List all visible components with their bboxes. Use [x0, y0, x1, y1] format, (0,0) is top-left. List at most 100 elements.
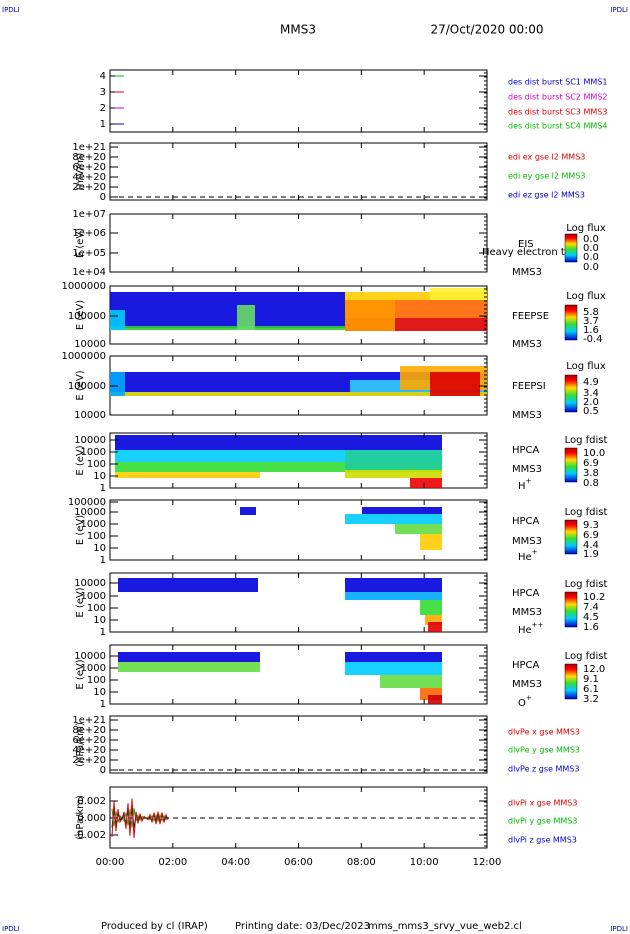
spectrogram [240, 507, 256, 515]
spectrogram [430, 288, 487, 300]
colorbar-title: Log fdist [565, 651, 608, 662]
spectrogram [118, 578, 258, 592]
y-tick-label: 2e+20 [72, 755, 106, 766]
y-tick-label: 1000 [81, 519, 106, 530]
spectrogram [237, 305, 255, 330]
colorbar [564, 663, 578, 700]
instrument-label: FEEPSE [512, 311, 549, 322]
species-label: H+ [518, 477, 532, 492]
spectrogram [118, 662, 260, 672]
instrument-label: FEEPSI [512, 381, 546, 392]
y-tick-label: 1e+06 [72, 228, 106, 239]
y-tick-label: 1000 [81, 591, 106, 602]
colorbar-label: 0.0 [583, 243, 599, 254]
y-tick-label: 10000 [74, 578, 106, 589]
colorbar-label: 0.0 [583, 262, 599, 273]
y-tick-label: 0 [100, 192, 106, 203]
colorbar-label: 6.9 [583, 530, 599, 541]
y-tick-label: 4e+20 [72, 745, 106, 756]
y-tick-label: 6e+20 [72, 735, 106, 746]
x-tick-label: 12:00 [473, 857, 502, 868]
y-tick-label: 1e+21 [72, 142, 106, 153]
legend-entry: des dist burst SC2 MMS2 [508, 93, 607, 102]
y-axis-label: (nPa/km) [75, 795, 86, 840]
colorbar-label: 3.2 [583, 694, 599, 705]
spectrogram [115, 472, 260, 478]
panel-frame [109, 715, 488, 774]
species-label: He+ [518, 548, 538, 563]
y-tick-label: 8e+20 [72, 152, 106, 163]
instrument-label: Heavy electron to [482, 247, 571, 258]
legend-entry: edi ey gse l2 MMS3 [508, 172, 586, 181]
instrument-label: HPCA [512, 445, 540, 456]
credit: Produced by cl (IRAP) [101, 921, 208, 932]
y-axis-label: (nPa/km) [75, 722, 86, 767]
colorbar-label: 3.8 [583, 468, 599, 479]
spectrogram [345, 470, 442, 478]
legend-entry: dlvPe x gse MMS3 [508, 728, 580, 737]
y-tick-label: 10000 [74, 507, 106, 518]
colorbar-label: 4.5 [583, 612, 599, 623]
corner-label: IPDLI [610, 925, 628, 933]
colorbar-label: 7.4 [583, 602, 599, 613]
y-tick-label: 3 [100, 87, 106, 98]
corner-label: IPDLI [2, 925, 20, 933]
colorbar-label: 1.6 [583, 325, 599, 336]
spectrogram [345, 592, 442, 600]
species-charge: + [526, 694, 532, 702]
spectrogram [345, 300, 395, 331]
colorbar [564, 447, 578, 483]
colorbar-label: 4.4 [583, 540, 599, 551]
colorbar-label: 0.5 [583, 406, 599, 417]
y-tick-label: 1e+05 [72, 248, 106, 259]
instrument-label: MMS3 [512, 464, 542, 475]
instrument-label: MMS3 [512, 536, 542, 547]
y-axis-label: E (eV) [75, 445, 86, 475]
legend-entry: dlvPi z gse MMS3 [508, 836, 577, 845]
colorbar [564, 591, 578, 628]
y-tick-label: 6e+20 [72, 162, 106, 173]
colorbar-label: 1.6 [583, 622, 599, 633]
instrument-label: EIS [518, 239, 534, 250]
species-base: O [518, 698, 526, 709]
y-axis-label: E (eV) [75, 659, 86, 689]
trace [111, 807, 169, 828]
colorbar-label: 6.9 [583, 458, 599, 469]
y-tick-label: 100 [87, 675, 106, 686]
x-tick-label: 02:00 [158, 857, 187, 868]
species-label: O+ [518, 694, 532, 709]
legend-entry: dlvPi x gse MMS3 [508, 799, 577, 808]
y-tick-label: 10000 [74, 435, 106, 446]
y-axis-label: (mV/m) [75, 153, 86, 191]
legend-entry: edi ex gse l2 MMS3 [508, 153, 585, 162]
colorbar-label: 0.0 [583, 252, 599, 263]
corner-label: IPDLI [610, 6, 628, 14]
colorbar-label: 10.2 [583, 592, 605, 603]
instrument-label: MMS3 [512, 267, 542, 278]
species-base: He [518, 625, 532, 636]
y-tick-label: 100 [87, 459, 106, 470]
y-tick-label: 100 [87, 531, 106, 542]
y-tick-label: 0.000 [77, 813, 106, 824]
colorbar [564, 304, 578, 341]
x-tick-label: 04:00 [221, 857, 250, 868]
spectrogram [395, 524, 442, 534]
y-tick-label: 1e+21 [72, 715, 106, 726]
spectrogram [118, 652, 260, 662]
y-tick-label: 2e+20 [72, 182, 106, 193]
instrument-label: HPCA [512, 588, 540, 599]
colorbar-label: 9.3 [583, 520, 599, 531]
x-tick-label: 06:00 [284, 857, 313, 868]
colorbar-label: 3.7 [583, 316, 599, 327]
corner-label: IPDLI [2, 6, 20, 14]
y-tick-label: 1 [100, 555, 106, 566]
y-tick-label: 1e+07 [72, 209, 106, 220]
spectrogram [115, 462, 442, 472]
y-tick-label: 2 [100, 103, 106, 114]
spectrogram [425, 615, 442, 625]
spectrogram [362, 507, 442, 514]
instrument-label: MMS3 [512, 339, 542, 350]
y-axis-label: E (eV) [75, 587, 86, 617]
y-tick-label: 10000 [74, 339, 106, 350]
instrument-label: HPCA [512, 660, 540, 671]
